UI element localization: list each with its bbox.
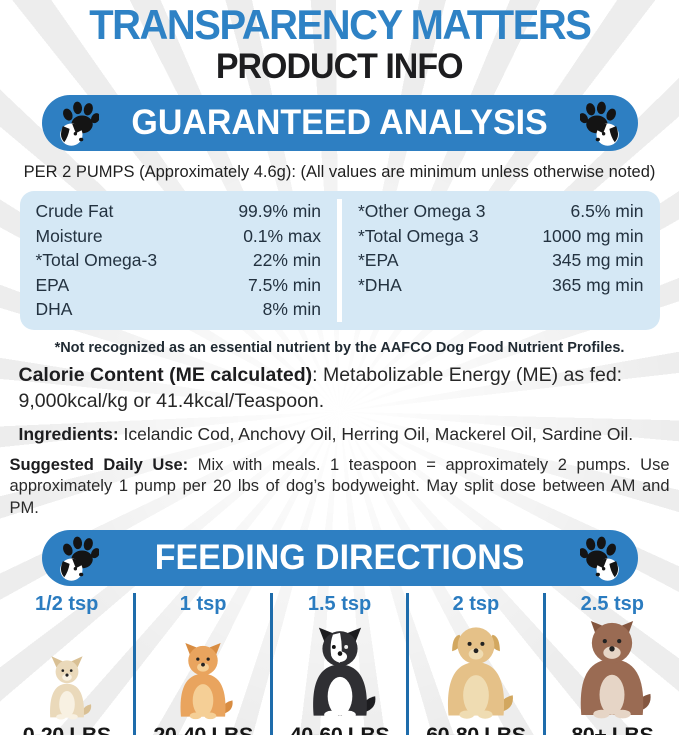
table-row: EPA 7.5% min (36, 273, 322, 298)
table-row: DHA 8% min (36, 297, 322, 322)
nutrient-label: *Other Omega 3 (358, 201, 486, 221)
serving-note: PER 2 PUMPS (Approximately 4.6g): (All v… (23, 163, 656, 181)
suggested-daily-use-label: Suggested Daily Use: (9, 455, 189, 474)
calorie-content-label: Calorie Content (ME calculated) (18, 363, 313, 386)
guaranteed-analysis-banner: GUARANTEED ANALYSIS (41, 95, 638, 151)
weight-range: 80+ LBS (571, 723, 653, 735)
feeding-column-40-60lbs: 1.5 tsp 40-60 LBS (273, 593, 410, 735)
nutrient-label: *Total Omega-3 (35, 250, 158, 271)
ingredients-label: Ingredients: (18, 423, 119, 444)
table-row: Moisture 0.1% max (36, 224, 322, 249)
analysis-table-right-column: *Other Omega 3 6.5% min *Total Omega 3 1… (342, 199, 660, 322)
nutrient-label: Moisture (35, 225, 103, 246)
suggested-daily-use: Suggested Daily Use: Mix with meals. 1 t… (10, 455, 670, 520)
teaspoon-amount: 2 tsp (452, 593, 500, 616)
weight-range: 20-40 LBS (153, 723, 253, 735)
suggested-daily-use-text: Mix with meals. 1 teaspoon = approximate… (9, 455, 670, 517)
nutrient-label: EPA (35, 274, 70, 295)
ingredients: Ingredients: Icelandic Cod, Anchovy Oil,… (19, 423, 661, 445)
nutrient-value: 1000 mg min (542, 225, 644, 246)
nutrient-value: 0.1% max (243, 225, 321, 246)
feeding-column-60-80lbs: 2 tsp 60-80 LBS 4 PUMPS (409, 593, 546, 735)
feeding-column-0-20lbs: 1/2 tsp 0-20 LBS 1 PUMP (0, 593, 137, 735)
dog-pitbull-illustration (564, 615, 660, 721)
nutrient-value: 345 mg min (552, 250, 644, 271)
calorie-content: Calorie Content (ME calculated): Metabol… (19, 362, 661, 414)
feeding-column-20-40lbs: 1 tsp 20-40 LBS 2 PUMPS (136, 593, 273, 735)
table-row: *EPA 345 mg min (358, 248, 644, 273)
dog-border-collie-illustration (296, 615, 384, 721)
nutrient-value: 365 mg min (552, 274, 644, 295)
teaspoon-amount: 1 tsp (179, 593, 227, 616)
teaspoon-amount: 1.5 tsp (307, 593, 372, 616)
table-row: Crude Fat 99.9% min (36, 199, 322, 224)
table-row: *Other Omega 3 6.5% min (358, 199, 644, 224)
paw-with-dog-head-icon (580, 101, 620, 146)
teaspoon-amount: 1/2 tsp (35, 593, 99, 616)
feeding-directions-banner: FEEDING DIRECTIONS (41, 530, 638, 587)
dog-chihuahua-illustration (37, 615, 97, 721)
analysis-table-left-column: Crude Fat 99.9% min Moisture 0.1% max *T… (20, 199, 342, 322)
nutrient-label: *Total Omega 3 (358, 225, 479, 246)
guaranteed-analysis-table: Crude Fat 99.9% min Moisture 0.1% max *T… (19, 191, 660, 330)
table-row: *DHA 365 mg min (358, 273, 644, 298)
paw-with-dog-head-icon (59, 536, 99, 581)
nutrient-label: Crude Fat (35, 201, 114, 221)
page-title: TRANSPARENCY MATTERS (88, 1, 592, 48)
paw-with-dog-head-icon (59, 101, 99, 146)
dog-pomeranian-illustration (166, 615, 240, 721)
table-row: *Total Omega-3 22% min (36, 248, 322, 273)
calorie-content-text: : Metabolizable Energy (ME) as fed: 9,00… (18, 363, 623, 412)
nutrient-value: 7.5% min (248, 274, 321, 295)
nutrient-value: 8% min (262, 299, 321, 320)
teaspoon-amount: 2.5 tsp (580, 593, 644, 616)
paw-with-dog-head-icon (580, 536, 620, 581)
page-subtitle: PRODUCT INFO (216, 47, 464, 86)
nutrient-value: 22% min (252, 250, 321, 271)
nutrient-value: 99.9% min (238, 201, 321, 221)
ingredients-text: Icelandic Cod, Anchovy Oil, Herring Oil,… (118, 423, 634, 444)
nutrient-label: *EPA (358, 250, 399, 271)
weight-range: 40-60 LBS (290, 723, 390, 735)
feeding-columns: 1/2 tsp 0-20 LBS 1 PUMP (0, 593, 679, 735)
feeding-directions-title: FEEDING DIRECTIONS (154, 538, 525, 578)
weight-range: 0-20 LBS (23, 723, 112, 735)
guaranteed-analysis-title: GUARANTEED ANALYSIS (131, 103, 548, 142)
aafco-footnote: *Not recognized as an essential nutrient… (54, 339, 625, 356)
weight-range: 60-80 LBS (426, 723, 526, 735)
feeding-column-80plus-lbs: 2.5 tsp 80+ LBS 5 PUMPS (546, 593, 679, 735)
dog-golden-retriever-illustration (430, 615, 522, 721)
table-row: *Total Omega 3 1000 mg min (358, 224, 644, 249)
nutrient-label: DHA (35, 299, 73, 320)
nutrient-value: 6.5% min (570, 201, 644, 221)
nutrient-label: *DHA (358, 274, 402, 295)
